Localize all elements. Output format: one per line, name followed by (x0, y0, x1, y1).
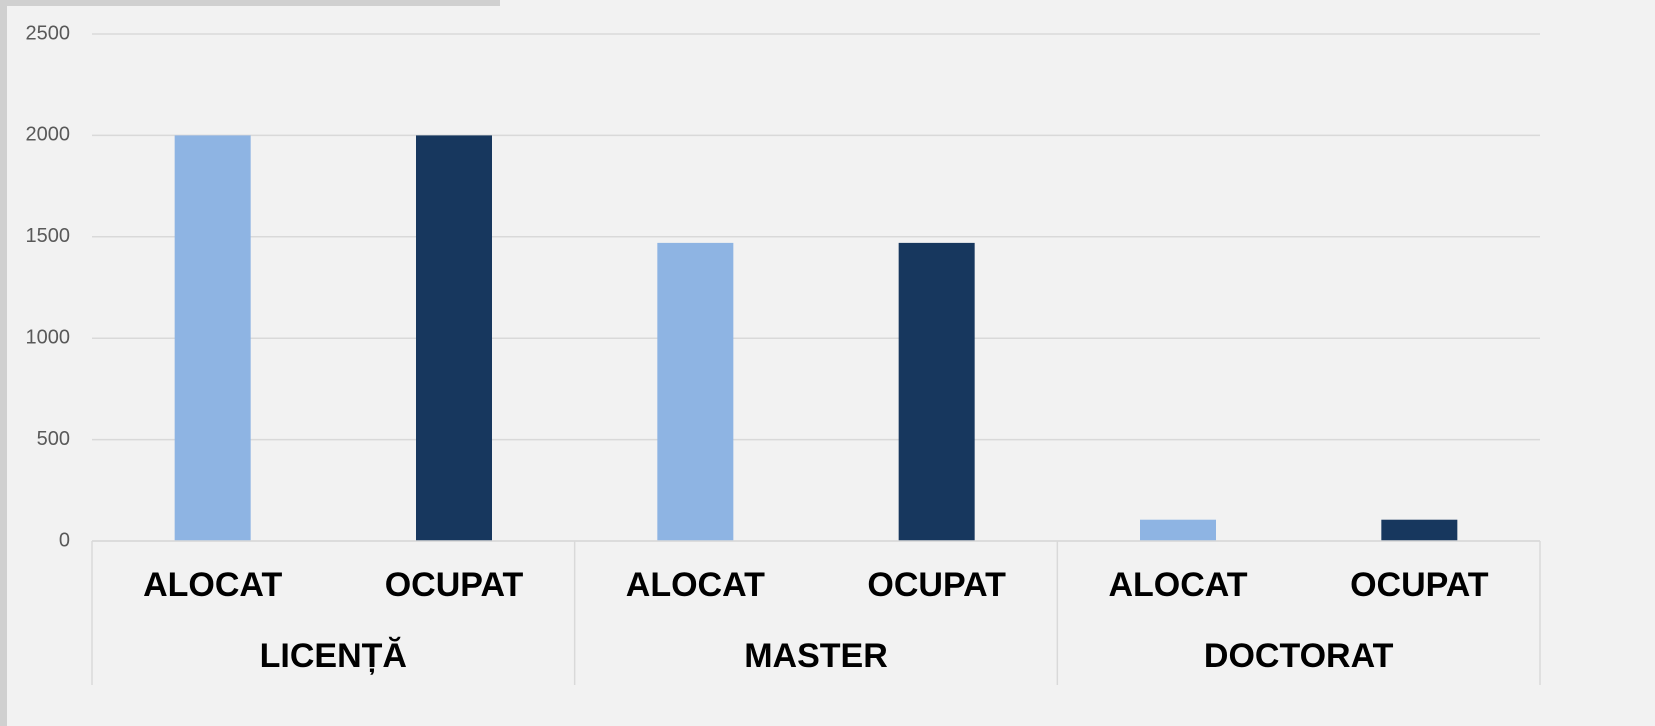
y-tick-label: 500 (37, 428, 70, 450)
y-tick-label: 2000 (26, 124, 71, 146)
y-tick-label: 0 (59, 529, 70, 551)
group-label: LICENȚĂ (260, 637, 407, 675)
x-tick-label: OCUPAT (1350, 566, 1489, 604)
x-tick-label: ALOCAT (626, 566, 765, 604)
x-tick-label: ALOCAT (1108, 566, 1247, 604)
x-tick-label: OCUPAT (867, 566, 1006, 604)
bar (657, 242, 734, 541)
x-tick-label: ALOCAT (143, 566, 282, 604)
y-tick-label: 2500 (26, 22, 71, 44)
left-strip (0, 0, 7, 726)
bar (174, 135, 251, 541)
top-strip (0, 0, 500, 6)
y-tick-label: 1500 (26, 225, 71, 247)
group-label: MASTER (744, 637, 888, 675)
group-label: DOCTORAT (1204, 637, 1394, 675)
x-tick-label: OCUPAT (385, 566, 524, 604)
y-tick-label: 1000 (26, 326, 71, 348)
bar (416, 135, 492, 541)
bar (898, 242, 975, 541)
bar (1140, 519, 1216, 541)
bar (1381, 519, 1458, 541)
